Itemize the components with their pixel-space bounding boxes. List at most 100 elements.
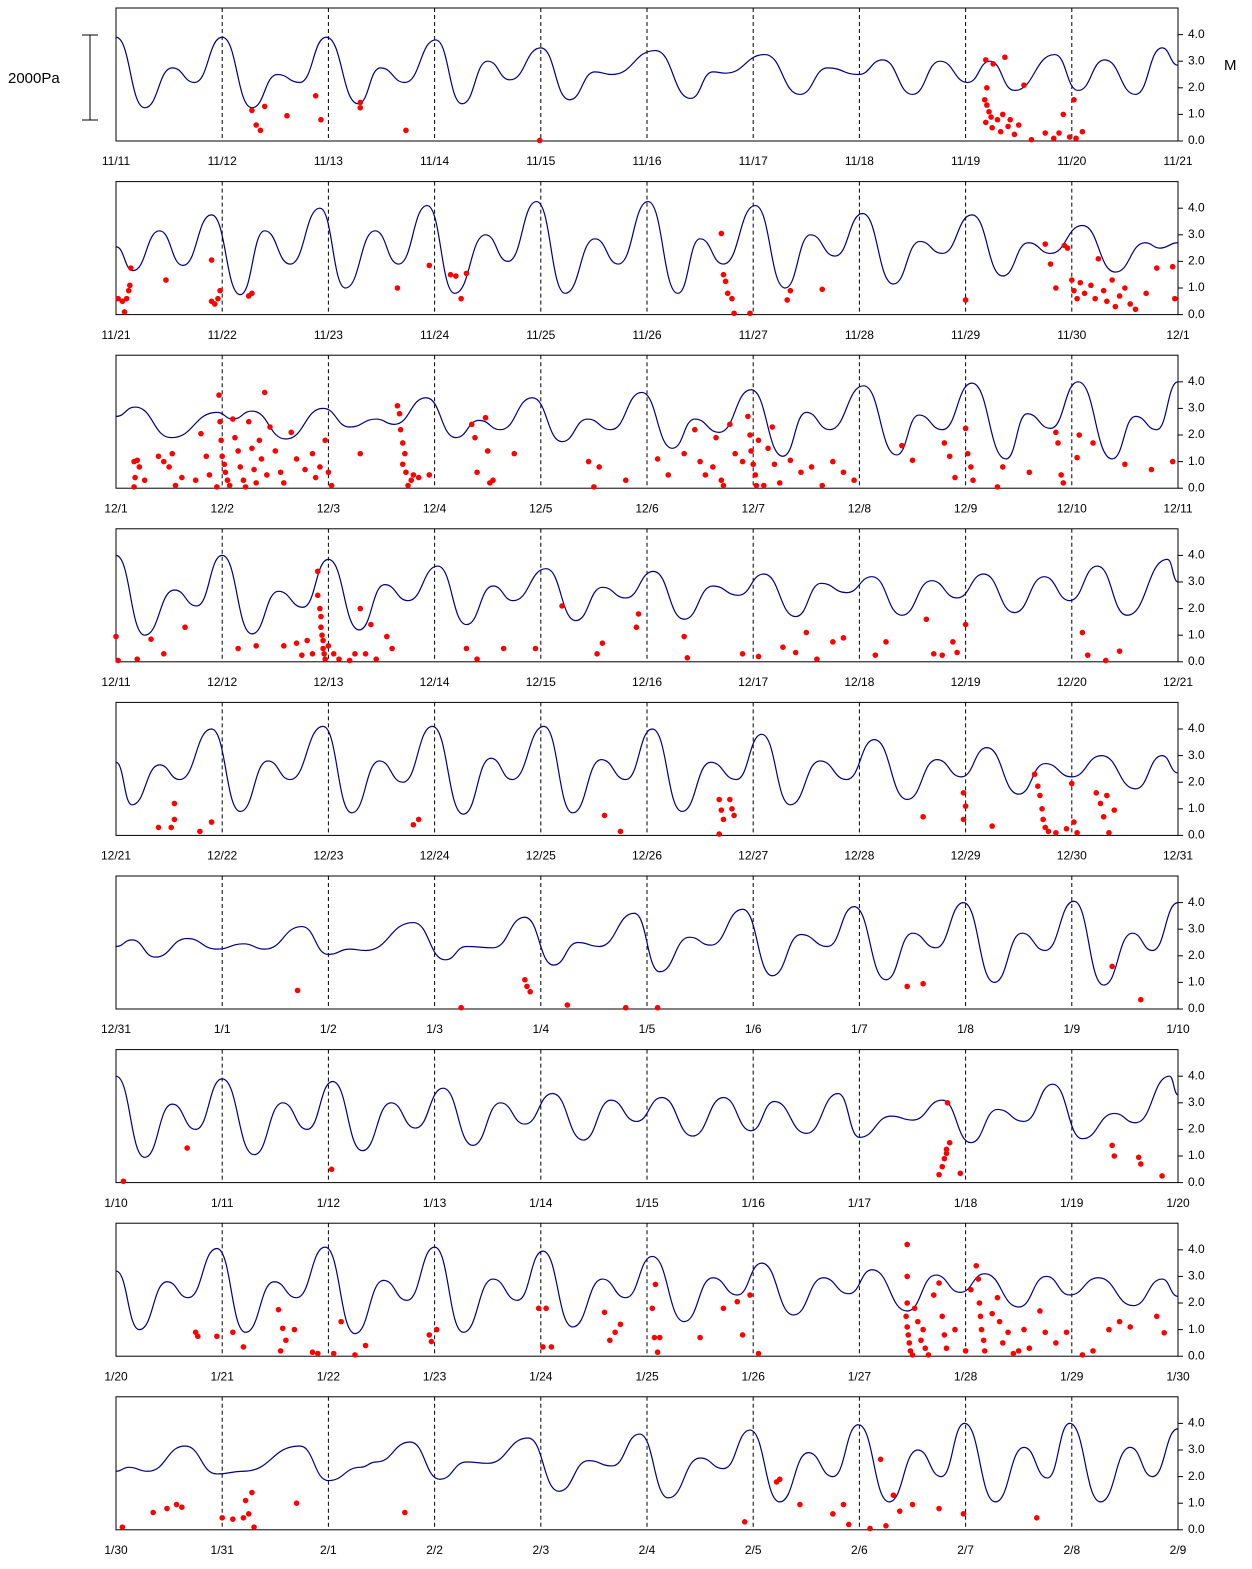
quake-point (952, 474, 958, 481)
quake-point (318, 116, 324, 123)
quake-point (962, 425, 969, 432)
quake-point (654, 456, 661, 462)
quake-point (277, 1348, 284, 1354)
quake-point (288, 429, 295, 436)
quake-point (1138, 996, 1144, 1003)
x-tick-label: 1/11 (211, 1196, 234, 1210)
quake-point (765, 445, 771, 452)
quake-point (1060, 480, 1067, 486)
x-tick-label: 1/3 (426, 1022, 443, 1036)
quake-point (1074, 295, 1080, 302)
quake-point (1055, 440, 1061, 446)
y-tick-label: 2.0 (1188, 1295, 1205, 1309)
quake-point (453, 273, 459, 279)
quake-point (272, 448, 279, 454)
quake-point (160, 651, 167, 657)
quake-point (635, 611, 642, 617)
quake-point (1122, 461, 1128, 468)
quake-point (433, 1326, 440, 1333)
quake-point (160, 458, 167, 465)
quake-point (249, 107, 255, 114)
quake-point (975, 1276, 982, 1282)
quake-point (946, 453, 953, 460)
x-tick-label: 12/31 (101, 1022, 131, 1036)
quake-point (240, 1344, 247, 1350)
x-tick-label: 2/4 (639, 1543, 656, 1557)
x-tick-label: 12/24 (420, 849, 450, 863)
x-tick-label: 1/23 (423, 1369, 447, 1383)
quake-point (318, 624, 324, 631)
quake-point (1109, 963, 1115, 970)
quake-point (299, 652, 305, 658)
quake-point (803, 629, 810, 636)
y-tick-label: 4.0 (1188, 721, 1205, 735)
quake-point (1010, 1350, 1017, 1357)
quake-point (819, 286, 826, 293)
quake-point (357, 104, 364, 111)
quake-point (1053, 1340, 1059, 1346)
x-tick-label: 1/6 (745, 1022, 762, 1036)
quake-point (1106, 829, 1112, 836)
x-tick-label: 11/14 (420, 154, 449, 168)
quake-point (203, 453, 210, 460)
tide-line (115, 381, 1179, 460)
quake-point (218, 437, 224, 444)
quake-point (994, 484, 1001, 490)
quake-point (999, 1340, 1006, 1346)
quake-point (739, 1332, 746, 1338)
quake-point (819, 482, 826, 489)
quake-point (408, 477, 415, 484)
x-tick-label: 2/7 (957, 1543, 974, 1557)
y-tick-label: 1.0 (1188, 107, 1205, 121)
quake-point (1035, 783, 1041, 789)
x-tick-label: 2/9 (1170, 1543, 1187, 1557)
quake-point (352, 651, 358, 657)
y-tick-label: 4.0 (1188, 895, 1205, 909)
quake-point (194, 1333, 201, 1340)
quake-point (787, 457, 794, 464)
quake-point (954, 649, 960, 656)
x-tick-label: 1/15 (635, 1196, 659, 1210)
x-tick-label: 11/26 (632, 328, 661, 342)
x-tick-label: 12/28 (844, 849, 874, 863)
quake-point (426, 472, 433, 478)
quake-point (511, 450, 518, 457)
x-tick-label: 12/25 (526, 849, 556, 863)
x-tick-label: 1/8 (957, 1022, 974, 1036)
quake-point (261, 389, 268, 396)
quake-point (814, 656, 820, 662)
quake-point (943, 1146, 950, 1153)
quake-point (536, 137, 543, 144)
y-tick-label: 0.0 (1188, 307, 1205, 321)
quake-point (1040, 816, 1046, 823)
panel: 1/20 1/21 1/22 1/23 1/24 1/25 1/26 1/27 1/28 1/29… (104, 1222, 1205, 1383)
x-tick-label: 1/7 (851, 1022, 868, 1036)
quake-point (484, 448, 491, 454)
quake-point (1079, 629, 1086, 636)
quake-point (1138, 1161, 1144, 1167)
quake-point (996, 1318, 1003, 1325)
quake-point (168, 824, 175, 831)
quake-point (314, 1350, 321, 1357)
quake-point (184, 1145, 190, 1151)
quake-point (909, 1352, 916, 1358)
quake-point (192, 477, 199, 484)
quake-point (1007, 116, 1014, 123)
quake-point (237, 464, 244, 470)
quake-point (747, 432, 753, 438)
quake-point (1071, 819, 1077, 825)
x-tick-label: 1/22 (317, 1369, 341, 1383)
x-tick-label: 11/18 (845, 154, 874, 168)
quake-point (752, 472, 759, 478)
quake-point (729, 295, 735, 302)
tide-line (115, 36, 1179, 109)
quake-point (1053, 829, 1059, 836)
quake-point (1079, 1352, 1086, 1358)
quake-point (851, 477, 857, 484)
quake-point (426, 1332, 433, 1338)
quake-point (402, 1509, 408, 1516)
x-tick-label: 12/9 (954, 501, 978, 515)
quake-point (936, 1280, 942, 1286)
quake-point (171, 816, 178, 823)
quake-point (415, 474, 422, 481)
